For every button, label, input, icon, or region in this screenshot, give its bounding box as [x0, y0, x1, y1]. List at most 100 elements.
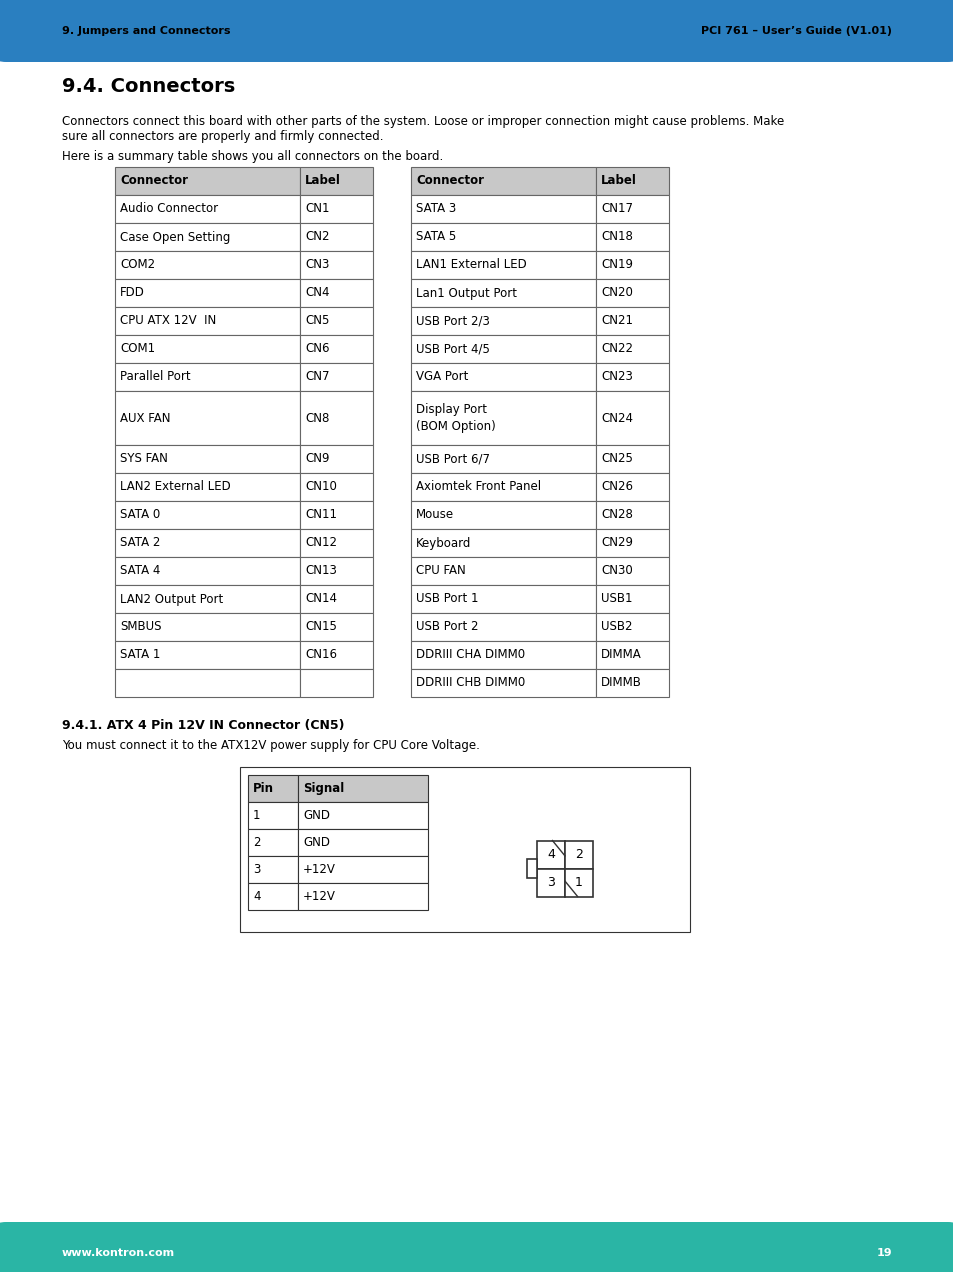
Bar: [596, 445, 668, 473]
Bar: [596, 167, 668, 195]
Bar: [115, 585, 299, 613]
Bar: [115, 641, 299, 669]
Bar: [411, 529, 596, 557]
Text: 9.4.1. ATX 4 Pin 12V IN Connector (CN5): 9.4.1. ATX 4 Pin 12V IN Connector (CN5): [62, 719, 344, 731]
Bar: [297, 803, 428, 829]
Text: USB Port 4/5: USB Port 4/5: [416, 342, 489, 355]
Bar: [411, 167, 596, 195]
Bar: [564, 869, 593, 897]
Bar: [115, 391, 299, 445]
Text: sure all connectors are properly and firmly connected.: sure all connectors are properly and fir…: [62, 130, 383, 142]
Text: COM1: COM1: [120, 342, 155, 355]
Text: Label: Label: [305, 174, 340, 187]
Bar: [564, 841, 593, 869]
Text: CN23: CN23: [600, 370, 632, 383]
Bar: [596, 585, 668, 613]
Text: Axiomtek Front Panel: Axiomtek Front Panel: [416, 481, 540, 494]
Bar: [411, 669, 596, 697]
Bar: [299, 529, 373, 557]
Text: CN9: CN9: [305, 453, 329, 466]
Bar: [299, 307, 373, 335]
Bar: [596, 363, 668, 391]
Bar: [240, 767, 689, 932]
Bar: [411, 585, 596, 613]
Bar: [411, 195, 596, 223]
Bar: [115, 669, 299, 697]
Text: CN8: CN8: [305, 412, 329, 425]
Bar: [115, 445, 299, 473]
Text: 2: 2: [253, 836, 260, 848]
Bar: [526, 859, 537, 878]
Bar: [248, 883, 297, 909]
Bar: [299, 391, 373, 445]
Text: CN21: CN21: [600, 314, 633, 327]
Text: SYS FAN: SYS FAN: [120, 453, 168, 466]
Text: SMBUS: SMBUS: [120, 621, 161, 633]
Text: CN10: CN10: [305, 481, 336, 494]
Bar: [248, 775, 297, 803]
Text: 4: 4: [253, 890, 260, 903]
Bar: [411, 279, 596, 307]
Text: SATA 4: SATA 4: [120, 565, 160, 577]
Text: CN28: CN28: [600, 509, 632, 522]
Text: 1: 1: [575, 876, 582, 889]
Text: CN17: CN17: [600, 202, 633, 215]
Text: SATA 0: SATA 0: [120, 509, 160, 522]
Text: SATA 2: SATA 2: [120, 537, 160, 550]
Text: CN30: CN30: [600, 565, 632, 577]
Text: +12V: +12V: [303, 862, 335, 876]
Bar: [596, 307, 668, 335]
Text: LAN1 External LED: LAN1 External LED: [416, 258, 526, 271]
Text: Display Port
(BOM Option): Display Port (BOM Option): [416, 403, 496, 432]
Bar: [299, 335, 373, 363]
Bar: [299, 501, 373, 529]
Bar: [115, 223, 299, 251]
Text: www.kontron.com: www.kontron.com: [62, 1248, 175, 1258]
Text: Audio Connector: Audio Connector: [120, 202, 218, 215]
Text: You must connect it to the ATX12V power supply for CPU Core Voltage.: You must connect it to the ATX12V power …: [62, 739, 479, 752]
Bar: [411, 251, 596, 279]
Text: VGA Port: VGA Port: [416, 370, 468, 383]
Text: 2: 2: [575, 848, 582, 861]
Bar: [115, 473, 299, 501]
Text: DIMMA: DIMMA: [600, 649, 641, 661]
Bar: [596, 223, 668, 251]
Text: DDRIII CHB DIMM0: DDRIII CHB DIMM0: [416, 677, 525, 689]
Text: 9.4. Connectors: 9.4. Connectors: [62, 78, 235, 95]
Text: CN16: CN16: [305, 649, 336, 661]
Text: Pin: Pin: [253, 782, 274, 795]
Text: Case Open Setting: Case Open Setting: [120, 230, 230, 243]
Text: DIMMB: DIMMB: [600, 677, 641, 689]
Bar: [411, 307, 596, 335]
Text: CPU FAN: CPU FAN: [416, 565, 465, 577]
Bar: [537, 841, 564, 869]
Text: USB2: USB2: [600, 621, 632, 633]
Text: Mouse: Mouse: [416, 509, 454, 522]
Bar: [115, 557, 299, 585]
Bar: [596, 669, 668, 697]
Text: CN25: CN25: [600, 453, 632, 466]
Text: GND: GND: [303, 836, 330, 848]
Bar: [248, 856, 297, 883]
Text: USB Port 2/3: USB Port 2/3: [416, 314, 489, 327]
Bar: [411, 473, 596, 501]
Text: GND: GND: [303, 809, 330, 822]
Text: CN15: CN15: [305, 621, 336, 633]
Bar: [299, 279, 373, 307]
Text: LAN2 External LED: LAN2 External LED: [120, 481, 231, 494]
Text: SATA 3: SATA 3: [416, 202, 456, 215]
Text: DDRIII CHA DIMM0: DDRIII CHA DIMM0: [416, 649, 524, 661]
Bar: [299, 363, 373, 391]
Text: CN4: CN4: [305, 286, 329, 299]
Bar: [299, 613, 373, 641]
Text: CN13: CN13: [305, 565, 336, 577]
Bar: [411, 501, 596, 529]
Bar: [115, 195, 299, 223]
Text: Signal: Signal: [303, 782, 344, 795]
Text: 1: 1: [253, 809, 260, 822]
Bar: [299, 585, 373, 613]
Text: CN14: CN14: [305, 593, 336, 605]
Bar: [115, 167, 299, 195]
Bar: [411, 557, 596, 585]
Bar: [411, 641, 596, 669]
